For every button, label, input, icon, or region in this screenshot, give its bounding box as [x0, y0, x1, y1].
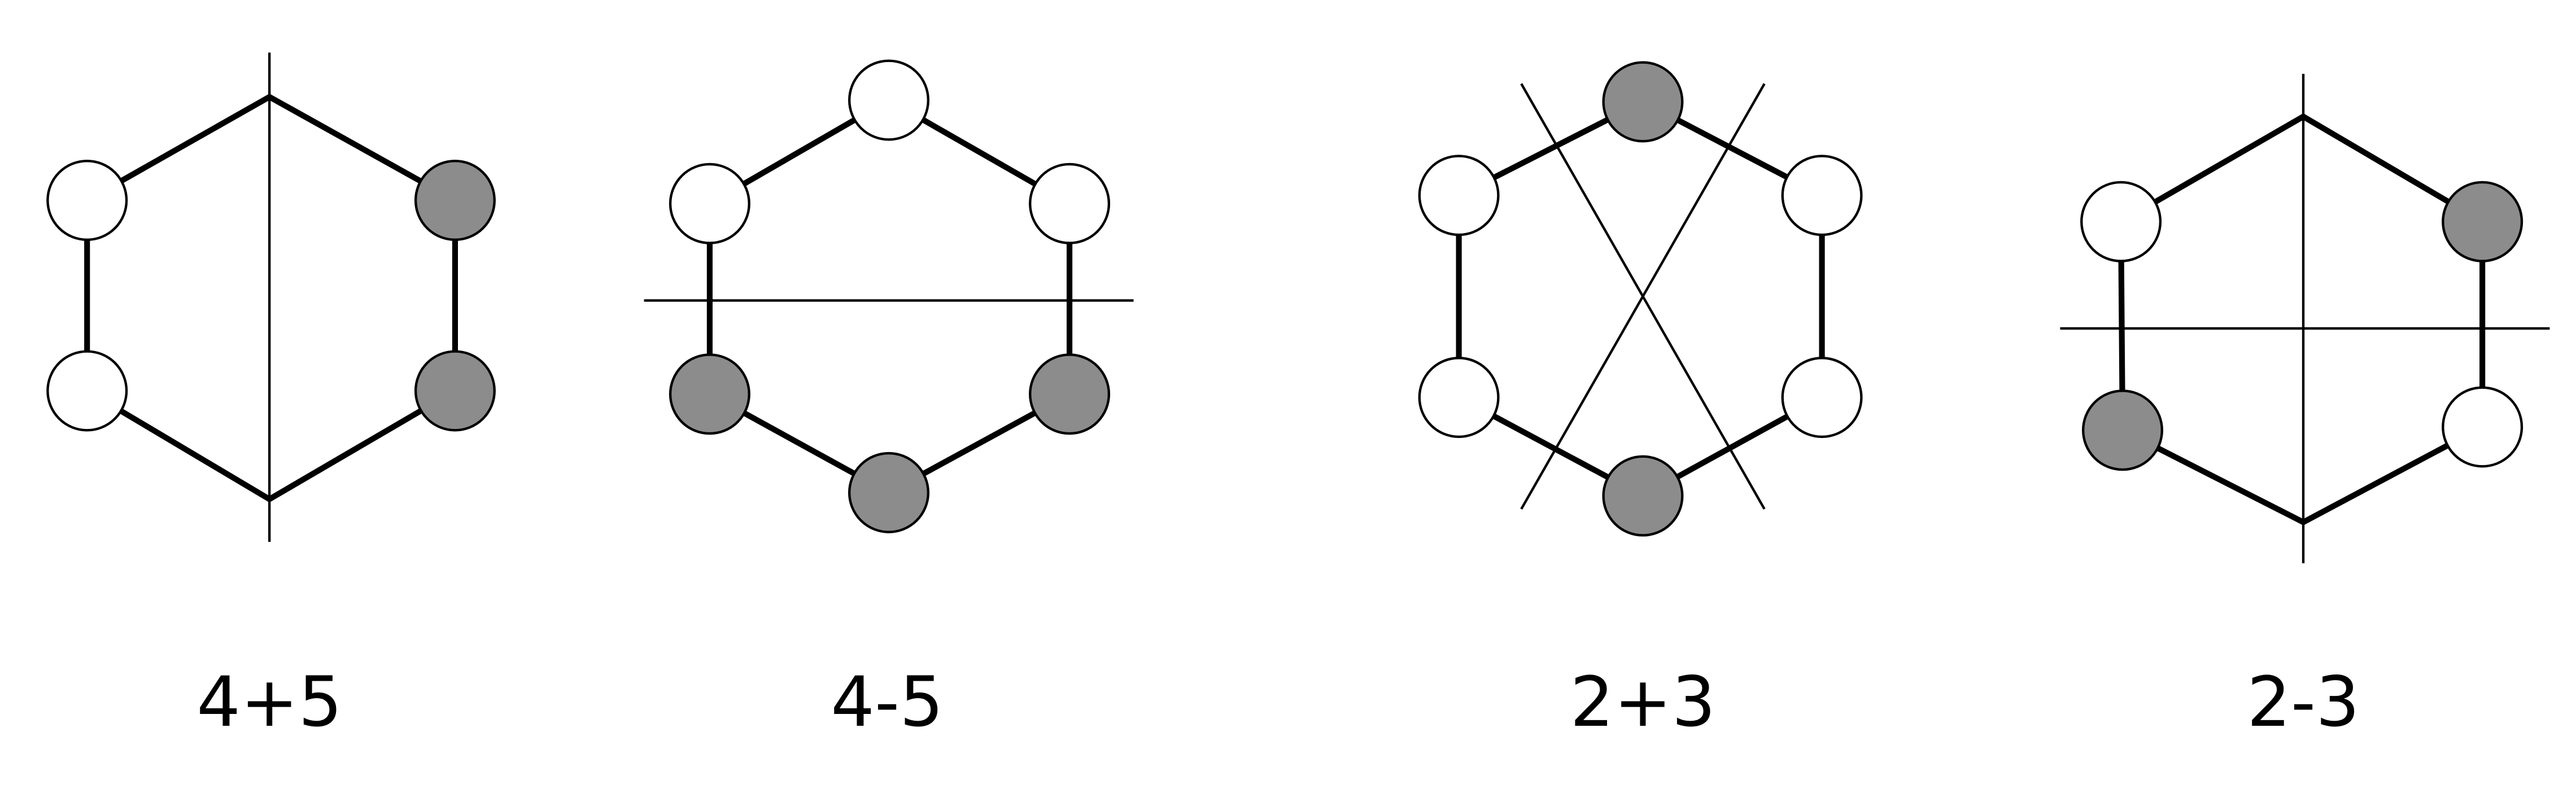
node: [848, 452, 930, 533]
node: [669, 163, 750, 244]
node: [2081, 389, 2164, 471]
node: [1602, 61, 1684, 143]
hexagon-edges: [84, 93, 459, 503]
hexagon-diagram: 4+5: [46, 52, 496, 742]
diagram-label: 2-3: [2247, 662, 2360, 742]
node: [848, 59, 930, 141]
hexagon-diagram: 2-3: [2060, 73, 2550, 742]
hexagon-edges: [706, 97, 1073, 496]
diagram-label: 4+5: [197, 662, 342, 742]
node: [1029, 163, 1111, 244]
node: [2080, 181, 2162, 262]
node: [46, 159, 128, 241]
diagram-label: 4-5: [831, 662, 944, 742]
hexagon-edges: [2117, 113, 2486, 525]
diagram-label: 2+3: [1570, 662, 1716, 742]
node: [1781, 357, 1863, 439]
node: [414, 159, 496, 241]
symmetry-line: [1520, 83, 1766, 510]
node: [669, 353, 750, 435]
node: [2442, 181, 2523, 262]
hexagon-diagram: 4-5: [644, 59, 1134, 742]
node: [1602, 455, 1684, 537]
node: [1029, 353, 1111, 435]
node: [414, 350, 496, 432]
node: [46, 350, 128, 432]
node: [1781, 155, 1863, 236]
hexagon-diagram: 2+3: [1418, 61, 1863, 742]
node: [1418, 357, 1500, 439]
node: [2442, 386, 2523, 468]
node: [1418, 155, 1500, 236]
